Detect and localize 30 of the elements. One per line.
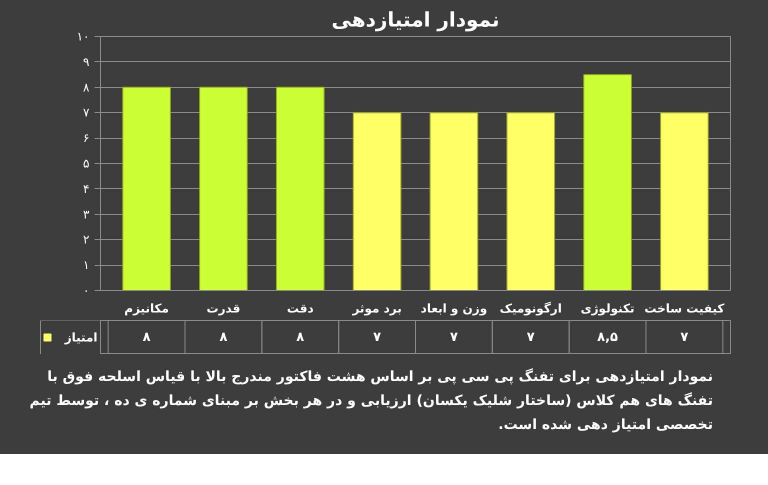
data-label: ۷	[450, 330, 458, 345]
y-tick-label: ۳	[83, 207, 90, 222]
data-label: ۸	[219, 330, 228, 345]
x-tick-label: کیفیت ساخت	[644, 302, 724, 316]
y-tick-label: ۵	[83, 156, 90, 170]
y-tick-label: ۷	[83, 106, 90, 120]
y-tick-label: ۲	[83, 232, 90, 247]
legend-label: امتیاز	[64, 330, 98, 344]
x-tick-label: قدرت	[206, 302, 240, 316]
data-label: ۷	[680, 330, 688, 345]
x-tick-label: وزن و ابعاد	[420, 302, 488, 316]
chart-title: نمودار امتیازدهی	[331, 8, 500, 32]
x-tick-label: مکانیزم	[124, 302, 169, 316]
data-label: ۷	[373, 330, 382, 345]
text: نمودار امتیازدهی برای تفنگ پی سی پی بر اساس هشت فاکتور مندرج بالا با قیاس اسلحه فوق با تفنگ های هم کلاس (ساختار شلیک یکسان) ارزیابی و در هر بخش بر مبنای شماره ی ده ، توسط تیم تخصصی امتیاز دهی شده است.	[28, 367, 713, 435]
data-label: ۸,۵	[597, 330, 618, 345]
y-tick-label: ۶	[83, 131, 90, 146]
y-tick-label: ۹	[83, 54, 90, 69]
y-tick-label: ۴	[83, 182, 90, 196]
y-tick-label: ۱۰	[76, 30, 90, 44]
y-tick-label: ۸	[83, 80, 90, 94]
data-label: ۸	[142, 330, 151, 345]
data-label: ۸	[296, 330, 304, 345]
x-tick-label: ارگونومیک	[500, 302, 562, 316]
y-tick-label: ۱	[83, 258, 90, 272]
y-tick-label: ۰	[83, 284, 90, 298]
x-tick-label: دقت	[286, 302, 314, 316]
data-label: ۷	[526, 330, 535, 345]
x-tick-label: تکنولوژی	[580, 302, 634, 316]
x-tick-label: برد موثر	[351, 302, 402, 316]
